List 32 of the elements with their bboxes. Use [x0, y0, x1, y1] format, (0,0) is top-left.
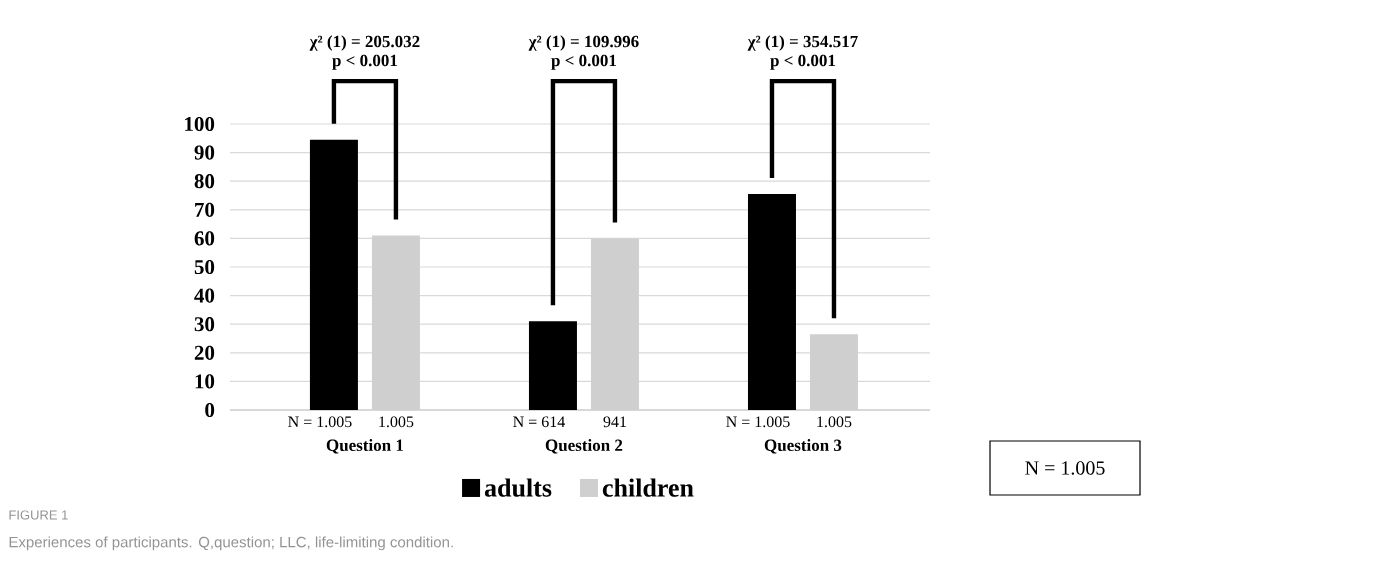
bar	[528, 321, 577, 410]
y-tick-label: 0	[205, 402, 215, 418]
text: FIGURE 1	[9, 510, 68, 520]
y-tick-label: 90	[194, 145, 215, 160]
y-tick-label: 40	[194, 288, 215, 303]
text: p < 0.001	[332, 54, 397, 70]
y-tick-label: 80	[194, 174, 215, 189]
y-tick-label: 20	[194, 345, 215, 360]
x-tick-label: Question 3	[764, 439, 842, 454]
text: N = 1.005	[726, 416, 790, 428]
y-tick-label: 50	[194, 259, 215, 275]
text: χ² (1) = 354.517	[747, 35, 858, 51]
text: 1.005	[817, 416, 852, 428]
legend-label: children	[602, 478, 694, 497]
text: p < 0.001	[770, 54, 836, 70]
text: 941	[603, 416, 626, 428]
y-tick-label: 70	[195, 202, 215, 217]
text: p < 0.001	[551, 54, 617, 70]
text: N = 614	[513, 416, 565, 428]
text: Experiences of participants. Q,question; LLC, life-limiting condition.	[9, 536, 453, 551]
x-tick-label: Question 2	[545, 439, 623, 454]
text: N = 1.005	[288, 416, 352, 428]
y-tick-label: 30	[194, 317, 215, 332]
legend-label: adults	[484, 478, 552, 497]
text: χ² (1) = 109.996	[528, 35, 639, 51]
y-tick-label: 60	[194, 231, 215, 246]
text: N = 1.005	[1025, 461, 1105, 475]
y-tick-label: 10	[195, 374, 215, 389]
text: χ² (1) = 205.032	[309, 35, 420, 51]
y-tick-label: 100	[185, 116, 215, 132]
x-tick-label: Question 1	[326, 439, 403, 454]
text: 1.005	[379, 416, 414, 428]
